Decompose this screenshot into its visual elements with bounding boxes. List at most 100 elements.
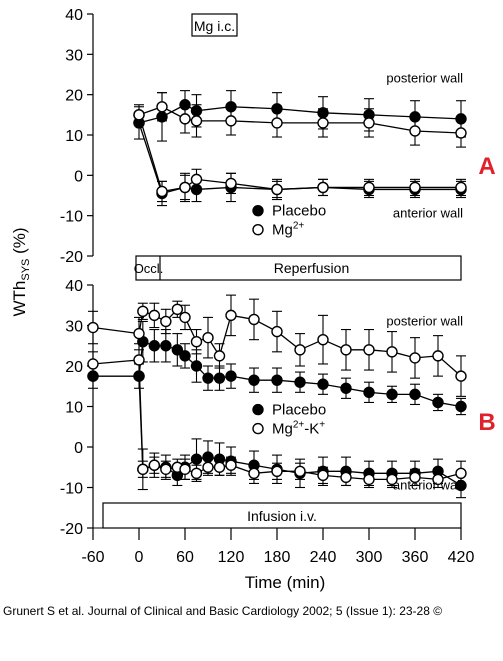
data-point-open bbox=[225, 177, 237, 190]
infusion-bar-frame bbox=[102, 502, 462, 529]
data-point-filled bbox=[409, 388, 421, 401]
legend-marker bbox=[252, 403, 264, 416]
data-point-filled bbox=[190, 360, 203, 372]
data-point-filled bbox=[248, 374, 260, 386]
data-point-filled bbox=[294, 376, 306, 388]
data-point-open bbox=[190, 336, 203, 348]
data-point-open bbox=[248, 313, 260, 326]
data-point-filled bbox=[160, 340, 172, 352]
legend-label: Placebo bbox=[272, 402, 326, 419]
data-point-open bbox=[455, 127, 467, 139]
box-label-frame bbox=[191, 13, 238, 37]
data-point-open bbox=[386, 346, 398, 358]
data-point-open bbox=[409, 181, 421, 194]
x-tick-label: 0 bbox=[135, 549, 144, 566]
posterior-wall-label: posterior wall bbox=[386, 314, 463, 329]
anterior-wall-label: anterior wall bbox=[393, 206, 463, 221]
y-tick-label: 40 bbox=[65, 7, 83, 24]
series-anterior-mg bbox=[87, 343, 467, 489]
data-point-open bbox=[271, 117, 283, 129]
data-point-open bbox=[455, 467, 467, 480]
y-tick-label: 0 bbox=[74, 168, 83, 185]
data-point-open bbox=[317, 469, 329, 482]
data-point-open bbox=[137, 463, 149, 475]
data-point-open bbox=[160, 463, 172, 475]
series-line bbox=[138, 104, 462, 124]
data-point-open bbox=[340, 344, 352, 356]
data-point-open bbox=[179, 311, 191, 324]
x-tick-label: 180 bbox=[264, 549, 291, 566]
y-axis-label: WThSYS (%) bbox=[10, 227, 32, 316]
data-point-filled bbox=[148, 340, 161, 352]
data-point-open bbox=[133, 354, 145, 366]
panel-label: A bbox=[478, 153, 495, 180]
data-point-open bbox=[317, 333, 329, 346]
data-point-open bbox=[160, 315, 172, 328]
panel-label: B bbox=[478, 409, 495, 436]
legend-label: Placebo bbox=[272, 203, 326, 220]
box-label: Mg i.c. bbox=[194, 18, 235, 34]
data-point-open bbox=[202, 461, 214, 473]
y-tick-label: 20 bbox=[65, 88, 83, 105]
data-point-open bbox=[225, 309, 237, 322]
reperfusion-label: Reperfusion bbox=[274, 260, 350, 276]
data-point-open bbox=[294, 344, 306, 356]
data-point-filled bbox=[213, 372, 226, 384]
data-point-filled bbox=[190, 453, 203, 465]
series-line bbox=[138, 122, 461, 195]
y-tick-label: 20 bbox=[65, 359, 83, 376]
data-point-open bbox=[363, 344, 375, 356]
x-tick-label: 120 bbox=[218, 549, 245, 566]
data-point-open bbox=[317, 117, 329, 129]
x-tick-label: 240 bbox=[310, 549, 337, 566]
y-tick-label: -10 bbox=[60, 209, 83, 226]
infusion-label: Infusion i.v. bbox=[247, 508, 317, 524]
x-axis-label: Time (min) bbox=[245, 573, 326, 592]
legend-marker bbox=[252, 223, 264, 236]
data-point-open bbox=[432, 350, 444, 362]
data-point-open bbox=[409, 125, 421, 137]
data-point-open bbox=[171, 303, 184, 315]
data-point-open bbox=[137, 305, 149, 318]
data-point-open bbox=[363, 181, 375, 194]
legend-marker bbox=[252, 422, 264, 435]
phase-bar-frame bbox=[135, 255, 462, 281]
data-point-open bbox=[225, 459, 237, 471]
series-anterior-mg bbox=[133, 109, 467, 203]
y-tick-label: 30 bbox=[65, 47, 83, 64]
legend-label: Mg2+ bbox=[272, 221, 304, 239]
data-point-open bbox=[409, 471, 421, 484]
y-tick-label: 30 bbox=[65, 319, 83, 336]
series-posterior-placebo bbox=[87, 320, 467, 416]
data-point-open bbox=[190, 467, 203, 480]
x-tick-label: 300 bbox=[356, 549, 383, 566]
y-tick-label: -20 bbox=[60, 249, 83, 266]
y-tick-label: -20 bbox=[60, 521, 83, 538]
data-point-open bbox=[271, 325, 283, 338]
data-point-open bbox=[213, 350, 226, 362]
data-point-filled bbox=[340, 382, 352, 394]
data-point-open bbox=[87, 358, 99, 370]
data-point-open bbox=[179, 181, 191, 194]
data-point-open bbox=[190, 173, 203, 186]
legend-label: Mg2+-K+ bbox=[272, 420, 325, 438]
y-tick-label: 0 bbox=[74, 440, 83, 457]
posterior-wall-label: posterior wall bbox=[386, 71, 463, 86]
data-point-open bbox=[202, 331, 214, 344]
y-tick-label: 40 bbox=[65, 278, 83, 295]
data-point-open bbox=[363, 473, 375, 486]
series-line bbox=[138, 114, 461, 193]
data-point-filled bbox=[271, 374, 283, 386]
anterior-wall-label: anterior wall bbox=[393, 478, 463, 493]
data-point-open bbox=[225, 115, 237, 127]
data-point-open bbox=[179, 113, 191, 125]
data-point-open bbox=[148, 309, 161, 322]
series-posterior-mg bbox=[133, 92, 467, 148]
x-tick-label: 420 bbox=[448, 549, 475, 566]
data-point-open bbox=[133, 327, 145, 340]
data-point-open bbox=[294, 465, 306, 477]
citation: Grunert S et al. Journal of Clinical and… bbox=[3, 604, 443, 618]
